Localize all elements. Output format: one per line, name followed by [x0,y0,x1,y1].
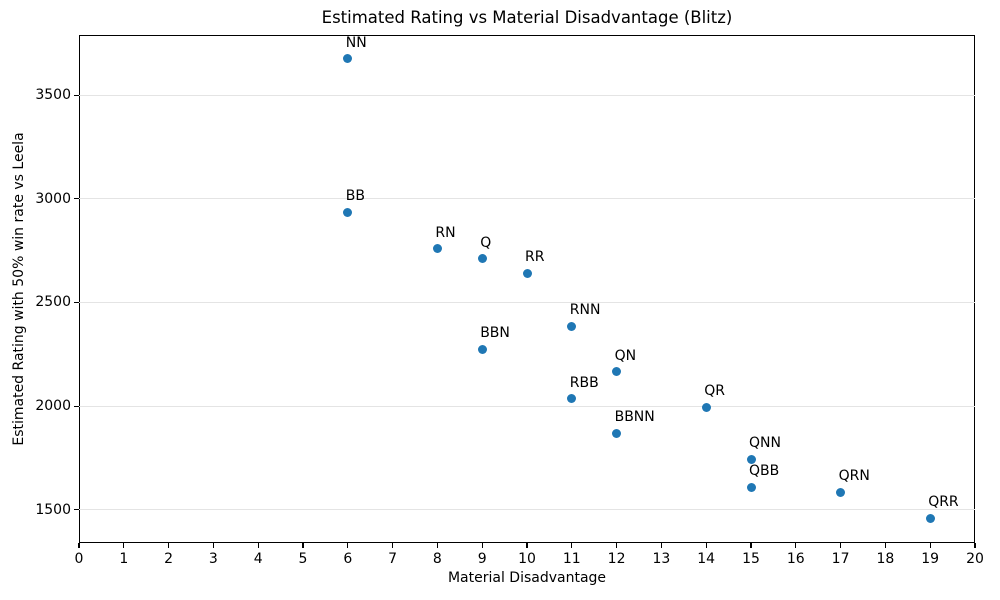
data-point-rn [432,244,442,254]
point-label-rbb: RBB [569,374,599,391]
point-label-qr: QR [704,383,725,400]
point-label-qbb: QBB [749,463,780,480]
data-point-q [477,254,487,264]
x-tick-label: 16 [786,551,805,567]
data-point-qbb [746,482,756,492]
data-point-bbnn [612,428,622,438]
data-point-rbb [567,394,577,404]
y-tick-label: 2500 [35,294,71,311]
x-tick-mark [168,543,170,548]
x-tick-label: 10 [518,551,536,567]
y-gridline [79,301,975,303]
y-tick-label: 2000 [35,398,71,415]
data-point-qrn [836,487,846,497]
y-gridline [79,405,975,407]
y-tick-mark [74,405,79,407]
data-point-bb [343,207,353,217]
y-gridline [79,198,975,200]
y-tick-mark [74,94,79,96]
data-point-qn [612,367,622,377]
x-tick-label: 5 [298,551,308,567]
x-tick-label: 4 [253,551,263,567]
y-tick-mark [74,509,79,511]
x-tick-mark [257,543,259,548]
x-tick-label: 8 [432,551,442,567]
point-label-rn: RN [435,224,456,241]
y-gridline [79,94,975,96]
x-tick-mark [616,543,618,548]
x-tick-mark [526,543,528,548]
x-axis-label: Material Disadvantage [447,570,607,586]
plot-area [79,35,975,543]
x-tick-label: 17 [831,551,850,567]
x-tick-mark [571,543,573,548]
point-label-bbnn: BBNN [614,409,655,426]
x-tick-label: 15 [742,551,760,567]
x-tick-label: 19 [921,551,940,567]
point-label-bbn: BBN [480,325,510,342]
x-tick-label: 11 [562,551,581,567]
y-gridline [79,509,975,511]
x-tick-label: 0 [74,551,84,567]
x-tick-mark [974,543,976,548]
chart-title: Estimated Rating vs Material Disadvantag… [321,8,733,27]
point-label-qnn: QNN [749,435,781,452]
data-point-nn [343,54,353,64]
x-tick-mark [392,543,394,548]
x-tick-mark [78,543,80,548]
x-tick-mark [212,543,214,548]
data-point-qnn [746,454,756,464]
y-tick-mark [74,198,79,200]
x-tick-mark [750,543,752,548]
data-point-bbn [477,344,487,354]
point-label-qn: QN [614,347,637,364]
data-point-rr [522,268,532,278]
x-tick-label: 14 [697,551,716,567]
x-tick-label: 3 [208,551,218,567]
x-tick-label: 12 [607,551,626,567]
x-tick-label: 7 [388,551,398,567]
x-tick-label: 2 [164,551,174,567]
x-tick-mark [884,543,886,548]
point-label-rr: RR [525,249,545,266]
x-tick-mark [840,543,842,548]
point-label-nn: NN [345,34,367,51]
data-point-qr [701,402,711,412]
x-tick-mark [302,543,304,548]
x-tick-mark [481,543,483,548]
data-point-qrr [925,513,935,523]
x-tick-mark [795,543,797,548]
x-tick-label: 18 [876,551,895,567]
point-label-qrn: QRN [838,468,870,485]
x-tick-label: 1 [119,551,129,567]
x-tick-mark [347,543,349,548]
x-tick-mark [705,543,707,548]
point-label-bb: BB [345,188,366,205]
y-tick-mark [74,301,79,304]
x-tick-label: 6 [343,551,353,567]
x-tick-label: 13 [652,551,671,567]
x-tick-mark [660,543,662,548]
x-tick-mark [123,543,125,548]
x-tick-mark [436,543,438,548]
data-point-rnn [567,321,577,331]
x-tick-label: 9 [477,551,487,567]
point-label-rnn: RNN [569,302,601,319]
point-label-q: Q [480,234,492,251]
x-tick-mark [929,543,931,548]
y-tick-label: 3500 [35,87,71,104]
y-tick-label: 1500 [35,501,71,518]
point-label-qrr: QRR [928,494,959,511]
x-tick-label: 20 [966,551,984,567]
y-tick-label: 3000 [35,190,71,207]
